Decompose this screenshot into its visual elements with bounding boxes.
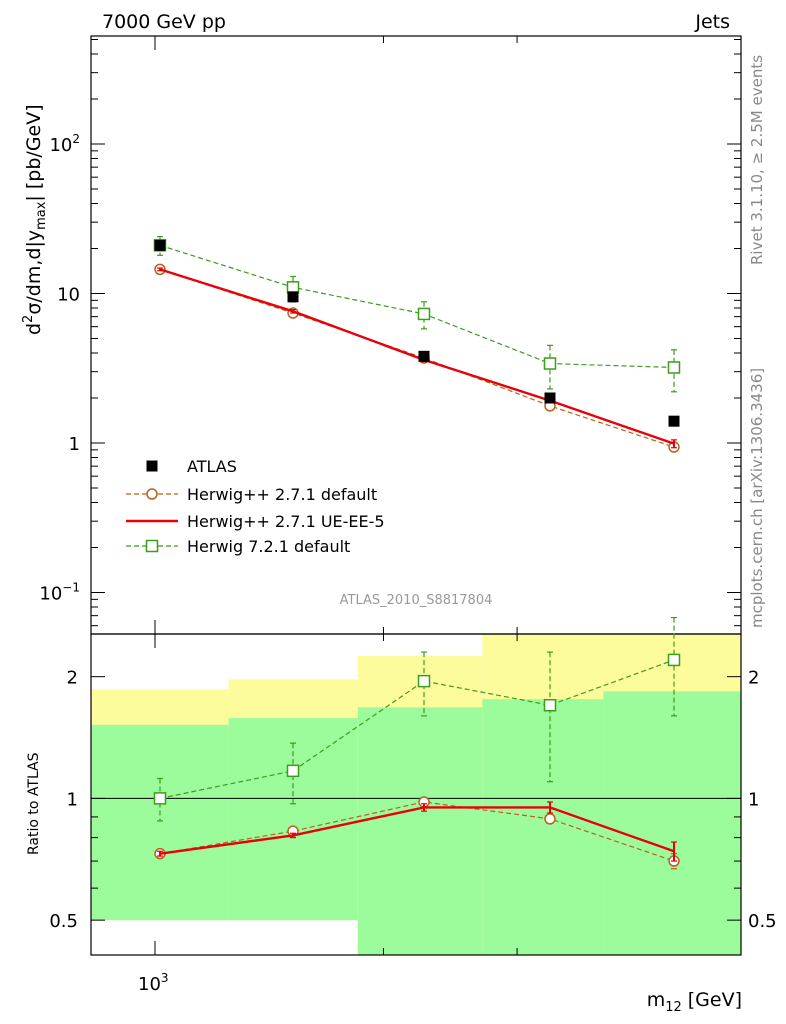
analysis-id: ATLAS_2010_S8817804	[340, 593, 493, 608]
ratio-y-axis-label: Ratio to ATLAS	[26, 752, 42, 855]
y-tick-label: 1	[69, 434, 80, 455]
ylabel-sub: max	[34, 201, 49, 230]
main-point-herwig721	[286, 281, 300, 294]
y-tick-label: 10−1	[39, 581, 80, 605]
legend-marker-herwig271_default	[146, 488, 158, 500]
xlabel-sub: 12	[665, 1000, 682, 1015]
ratio-y-tick-label-right: 1	[748, 789, 759, 810]
y-tick-label: 10	[57, 285, 80, 306]
ratio-series-group	[153, 616, 681, 870]
ylabel-mid: σ/dm,d|y	[23, 230, 45, 315]
ratio-point-herwig721	[667, 653, 681, 667]
x-tick-label-1000: 103	[138, 971, 169, 995]
main-line-herwig721	[159, 244, 675, 369]
ratio-point-herwig721	[543, 698, 557, 712]
xlabel-main: m	[647, 989, 666, 1011]
band-inner	[603, 691, 741, 955]
band-inner	[357, 707, 483, 955]
main-line-herwig271_ueee5	[159, 268, 675, 445]
ylabel-sup: 2	[21, 315, 36, 323]
ratio-point-herwig721	[417, 674, 431, 688]
main-y-axis-label: d2σ/dm,d|ymax| [pb/GeV]	[21, 104, 49, 335]
ratio-point-herwig721	[153, 792, 167, 805]
band-inner	[228, 718, 358, 921]
legend: ATLAS Herwig++ 2.7.1 default Herwig++ 2.7.…	[126, 457, 385, 556]
ratio-y-tick-label-right: 2	[748, 668, 759, 689]
header-collision: 7000 GeV pp	[102, 11, 226, 33]
x-tick-base: 10	[138, 974, 161, 995]
legend-label-herwig271_default: Herwig++ 2.7.1 default	[187, 485, 377, 504]
ylabel-post: | [pb/GeV]	[23, 104, 45, 201]
header-process: Jets	[694, 11, 730, 33]
x-axis-label: m12 [GeV]	[647, 989, 742, 1015]
band-inner	[91, 724, 229, 921]
ratio-uncertainty-bands	[91, 634, 741, 955]
xlabel-unit: [GeV]	[688, 989, 742, 1011]
ratio-line-herwig271_default	[159, 801, 675, 862]
y-tick-base: 10	[49, 135, 72, 156]
ratio-plot-frame	[90, 633, 742, 956]
main-point-data	[668, 415, 680, 427]
ratio-y-tick-label-right: 0.5	[748, 911, 777, 932]
main-line-herwig271_default	[159, 268, 675, 448]
band-inner	[482, 699, 604, 955]
legend-marker-data	[146, 460, 158, 472]
main-point-data	[154, 239, 166, 251]
main-series-group	[153, 236, 681, 453]
y-tick-base: 10	[39, 584, 62, 605]
legend-label-data: ATLAS	[187, 457, 237, 476]
main-point-data	[544, 392, 556, 404]
ylabel-pre: d	[23, 323, 45, 335]
ratio-y-tick-label: 2	[67, 668, 78, 689]
ratio-y-tick-label: 0.5	[49, 911, 78, 932]
legend-marker-herwig721	[145, 539, 159, 553]
legend-label-herwig271_ueee5: Herwig++ 2.7.1 UE-EE-5	[187, 512, 385, 531]
ratio-y-tick-label: 1	[67, 789, 78, 810]
ratio-line-herwig721	[159, 659, 675, 799]
legend-label-herwig721: Herwig 7.2.1 default	[187, 537, 350, 556]
main-point-herwig721	[543, 357, 557, 370]
main-point-data	[287, 291, 299, 303]
y-tick-label: 102	[49, 132, 80, 156]
y-tick-exp: 2	[72, 132, 80, 146]
ratio-point-herwig721	[286, 764, 300, 778]
y-tick-exp: −1	[62, 581, 80, 595]
mcplots-label: mcplots.cern.ch [arXiv:1306.3436]	[748, 368, 766, 628]
rivet-label: Rivet 3.1.10, ≥ 2.5M events	[748, 55, 766, 265]
main-point-herwig721	[667, 361, 681, 374]
main-point-herwig721	[417, 307, 431, 321]
main-point-data	[418, 350, 430, 362]
x-tick-exp: 3	[161, 971, 169, 985]
ratio-point-herwig271_default	[544, 813, 556, 825]
